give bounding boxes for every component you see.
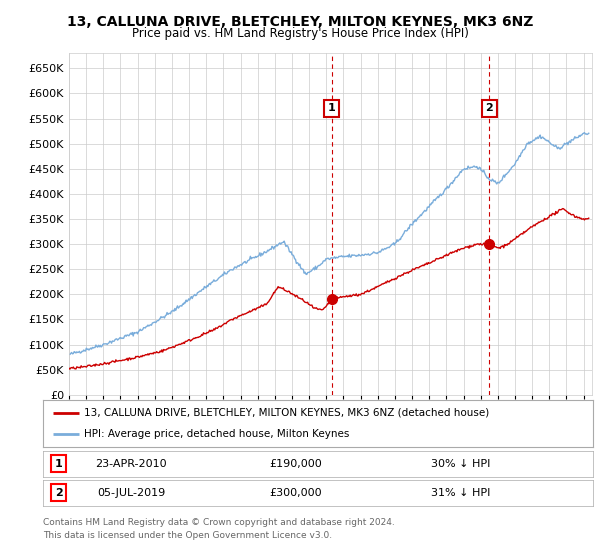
Text: 2: 2 [55, 488, 62, 498]
Text: 31% ↓ HPI: 31% ↓ HPI [431, 488, 491, 498]
Text: 05-JUL-2019: 05-JUL-2019 [97, 488, 165, 498]
Text: £190,000: £190,000 [269, 459, 322, 469]
Text: £300,000: £300,000 [270, 488, 322, 498]
Text: 1: 1 [55, 459, 62, 469]
Text: HPI: Average price, detached house, Milton Keynes: HPI: Average price, detached house, Milt… [85, 430, 350, 440]
Text: 13, CALLUNA DRIVE, BLETCHLEY, MILTON KEYNES, MK3 6NZ: 13, CALLUNA DRIVE, BLETCHLEY, MILTON KEY… [67, 15, 533, 29]
Text: 23-APR-2010: 23-APR-2010 [95, 459, 167, 469]
Text: 13, CALLUNA DRIVE, BLETCHLEY, MILTON KEYNES, MK3 6NZ (detached house): 13, CALLUNA DRIVE, BLETCHLEY, MILTON KEY… [85, 408, 490, 418]
Text: Price paid vs. HM Land Registry's House Price Index (HPI): Price paid vs. HM Land Registry's House … [131, 27, 469, 40]
Text: 30% ↓ HPI: 30% ↓ HPI [431, 459, 491, 469]
Text: Contains HM Land Registry data © Crown copyright and database right 2024.
This d: Contains HM Land Registry data © Crown c… [43, 518, 395, 539]
Text: 1: 1 [328, 104, 335, 114]
Text: 2: 2 [485, 104, 493, 114]
